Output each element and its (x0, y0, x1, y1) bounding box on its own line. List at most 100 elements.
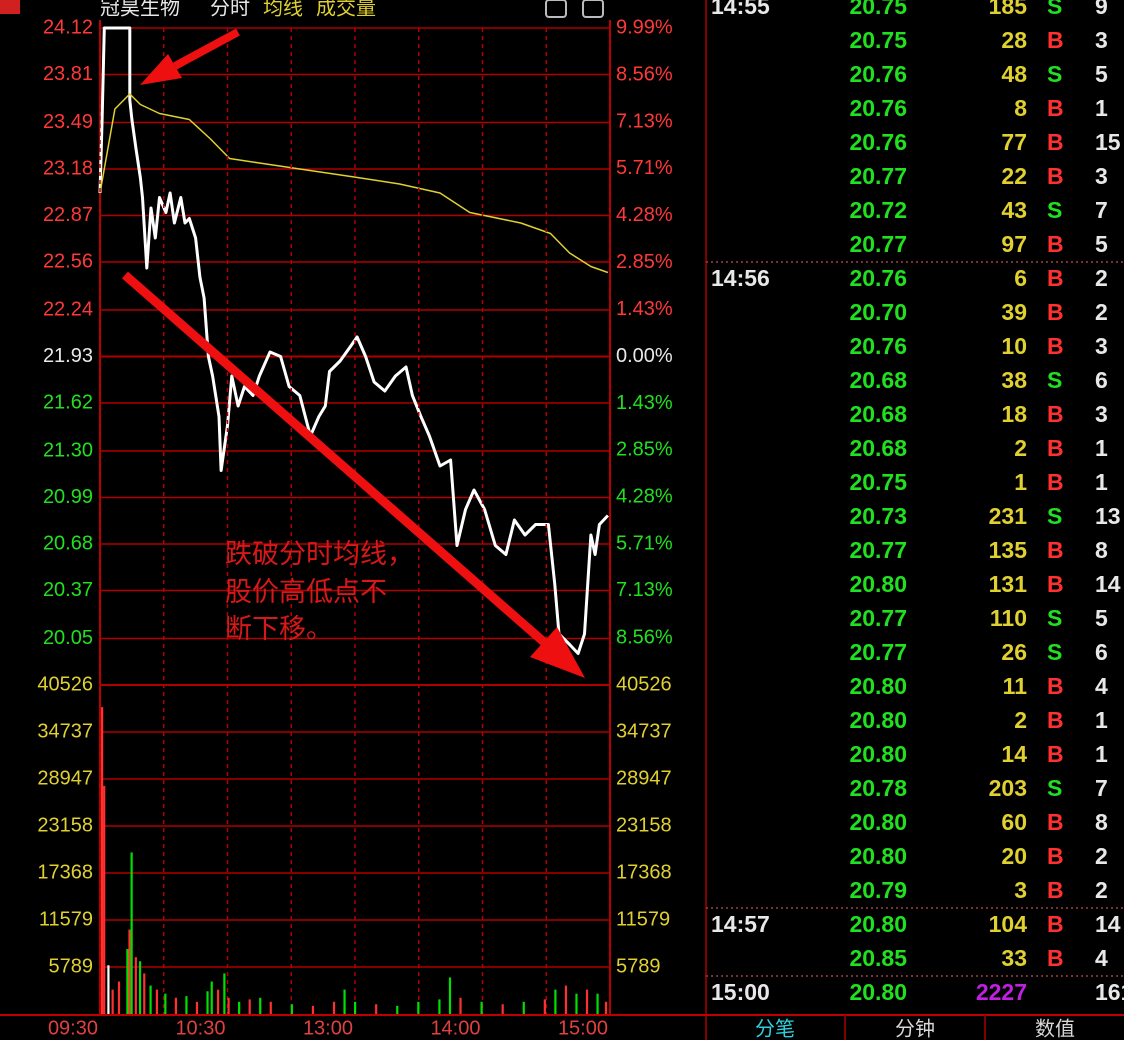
trade-count: 161 (1095, 979, 1124, 1005)
trade-volume: 97 (1001, 231, 1027, 257)
y-tick-label: 28947 (37, 767, 93, 789)
trade-side: B (1047, 27, 1064, 53)
trade-price: 20.68 (849, 435, 907, 461)
volume-bar (459, 997, 462, 1014)
x-tick-label: 10:30 (175, 1017, 225, 1039)
y2-tick-label: 4.28% (616, 204, 673, 226)
trade-count: 5 (1095, 231, 1108, 257)
volume-bar (117, 981, 121, 1014)
volume-bar (227, 997, 230, 1014)
trade-count: 7 (1095, 197, 1108, 223)
trade-count: 3 (1095, 401, 1108, 427)
y2-tick-label: 7.13% (616, 579, 673, 601)
volume-bar (238, 1001, 241, 1014)
trade-price: 20.75 (849, 27, 907, 53)
trade-volume: 2 (1014, 707, 1027, 733)
volume-bar (164, 993, 167, 1014)
trade-volume: 14 (1001, 741, 1027, 767)
trade-price: 20.80 (849, 673, 907, 699)
volume-bar (111, 989, 114, 1014)
trade-count: 1 (1095, 95, 1108, 121)
arrow (122, 271, 548, 647)
icon-button[interactable] (545, 0, 567, 18)
trade-count: 13 (1095, 503, 1121, 529)
y-tick-label: 20.99 (43, 486, 93, 508)
trade-volume: 231 (989, 503, 1028, 529)
annotation: 跌破分时均线， (225, 539, 414, 569)
y2-tick-label: 8.56% (616, 626, 673, 648)
x-tick-label: 15:00 (558, 1017, 608, 1039)
trade-side: S (1047, 605, 1062, 631)
y-tick-label: 24.12 (43, 16, 93, 38)
app-icon (0, 0, 20, 14)
trade-count: 6 (1095, 367, 1108, 393)
trade-volume: 10 (1001, 333, 1027, 359)
trade-side: S (1047, 367, 1062, 393)
y-tick-label: 40526 (616, 673, 672, 695)
trade-price: 20.80 (849, 741, 907, 767)
trade-price: 20.77 (849, 537, 907, 563)
trade-side: B (1047, 537, 1064, 563)
trade-price: 20.76 (849, 129, 907, 155)
volume-bar (134, 957, 137, 1014)
trade-price: 20.80 (849, 911, 907, 937)
volume-bar (269, 1001, 272, 1014)
volume-bar (585, 989, 589, 1014)
trade-count: 2 (1095, 877, 1108, 903)
y-tick-label: 20.05 (43, 627, 93, 649)
y-tick-label: 20.68 (43, 532, 93, 554)
volume-bar (604, 1001, 608, 1014)
trade-count: 14 (1095, 571, 1121, 597)
trade-side: S (1047, 0, 1062, 19)
footer-tab[interactable]: 数值 (1035, 1017, 1075, 1040)
tab-average[interactable]: 均线 (263, 0, 303, 19)
y-tick-label: 22.24 (43, 298, 93, 320)
trade-volume: 104 (989, 911, 1028, 937)
trade-volume: 20 (1001, 843, 1027, 869)
trade-side: S (1047, 61, 1062, 87)
trade-side: B (1047, 673, 1064, 699)
trade-price: 20.80 (849, 843, 907, 869)
trade-side: B (1047, 877, 1064, 903)
y-tick-label: 34737 (37, 720, 93, 742)
trade-volume: 11 (1003, 673, 1028, 699)
trade-side: B (1047, 401, 1064, 427)
trade-price: 20.76 (849, 333, 907, 359)
trade-price: 20.76 (849, 265, 907, 291)
trade-side: B (1047, 163, 1064, 189)
trade-side: S (1047, 503, 1062, 529)
trade-count: 8 (1095, 809, 1108, 835)
footer-tab[interactable]: 分笔 (755, 1017, 795, 1040)
y-tick-label: 21.62 (43, 391, 93, 413)
trade-volume: 203 (989, 775, 1027, 801)
price-line (99, 93, 609, 274)
trade-count: 6 (1095, 639, 1108, 665)
trade-count: 8 (1095, 537, 1108, 563)
trade-volume: 33 (1001, 945, 1027, 971)
trade-price: 20.85 (849, 945, 907, 971)
volume-bar (128, 929, 131, 1014)
volume-bar (375, 1004, 378, 1014)
y2-tick-label: 9.99% (616, 16, 673, 38)
volume-bar (480, 1001, 483, 1014)
trade-count: 3 (1095, 163, 1108, 189)
tab-intraday[interactable]: 分时 (210, 0, 250, 19)
footer-tab[interactable]: 分钟 (895, 1017, 935, 1040)
y-tick-label: 23.49 (43, 111, 93, 133)
annotation: 断下移。 (225, 614, 333, 644)
trade-price: 20.76 (849, 61, 907, 87)
icon-button[interactable] (582, 0, 604, 18)
y2-tick-label: 0.00% (616, 345, 673, 367)
volume-bar (138, 961, 142, 1014)
trade-side: B (1047, 707, 1064, 733)
trade-side: B (1047, 129, 1064, 155)
volume-bar (103, 785, 106, 1014)
volume-bar (155, 989, 159, 1014)
volume-bar (311, 1005, 315, 1014)
y-tick-label: 22.56 (43, 250, 93, 272)
arrow (173, 28, 240, 70)
trade-count: 14 (1095, 911, 1121, 937)
trade-time: 14:56 (711, 265, 770, 291)
tab-volume[interactable]: 成交量 (316, 0, 376, 19)
